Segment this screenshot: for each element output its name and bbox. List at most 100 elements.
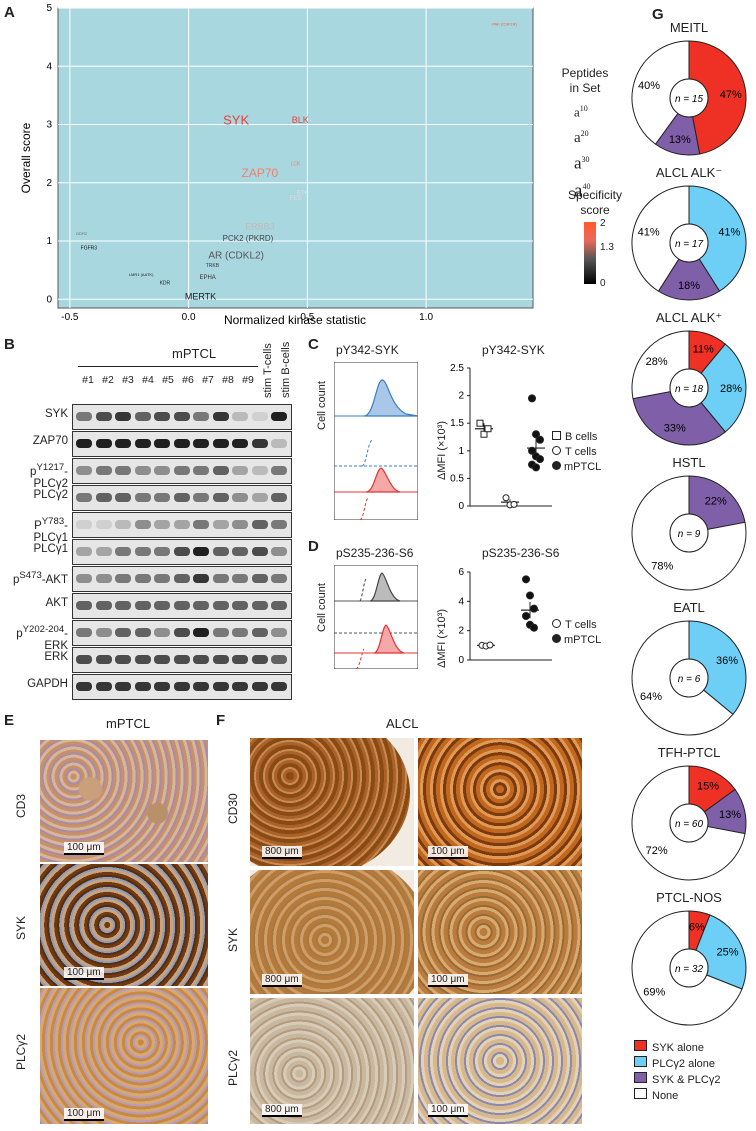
blot-band <box>154 412 170 421</box>
pie-chart: 47% 13% 40% n = 15 <box>631 40 747 156</box>
pie-center <box>669 513 709 553</box>
y-tick-label: 1.5 <box>450 418 464 429</box>
blot-row-label: PLCγ1 <box>33 543 68 555</box>
pie-slice-label: 41% <box>638 226 660 238</box>
y-tick-label: 5 <box>46 3 52 14</box>
scale-bar: 100 μm <box>428 974 468 987</box>
ihc-core-syk <box>250 870 414 994</box>
group-bracket <box>78 366 258 367</box>
blot-band <box>212 439 229 448</box>
pie-title: TFH-PTCL <box>657 745 721 760</box>
data-point <box>476 419 484 427</box>
size-legend-item: a10 <box>574 104 588 120</box>
data-point <box>510 500 518 508</box>
pie-slice-label: 36% <box>716 655 738 667</box>
pie-sample-size: n = 60 <box>675 819 704 830</box>
kinase-point-label: AR (CDKL2) <box>208 250 264 261</box>
pie-chart: 41% 18% 41% n = 17 <box>631 185 747 301</box>
blot-row-label: ZAP70 <box>32 435 68 447</box>
pie-chart: 22% 78% n = 9 <box>631 475 747 591</box>
kinase-point-label: PCK2 (PKRD) <box>223 234 274 243</box>
blot-band <box>76 439 92 448</box>
blot-band <box>95 466 112 475</box>
blot-band <box>134 520 151 529</box>
kinase-point-label: MERTK <box>185 291 216 301</box>
data-point <box>522 575 530 584</box>
pie-title: HSTL <box>672 455 706 470</box>
kinase-point-label: DDR2 <box>76 231 88 236</box>
blot-band <box>115 520 131 529</box>
blot-band <box>212 628 229 637</box>
blot-band <box>115 547 131 556</box>
blot-band <box>251 466 268 475</box>
panel-label-c: C <box>308 336 319 353</box>
ihc-zoom-syk <box>418 870 582 994</box>
pie-slice-label: 33% <box>664 423 686 435</box>
kinase-point-label: ERBB3 <box>245 221 275 231</box>
blot-band <box>76 547 92 556</box>
y-tick-label: 6 <box>458 567 464 578</box>
data-point <box>484 425 492 433</box>
y-tick-label: 2.5 <box>450 363 464 374</box>
blot-row-label: ERK <box>44 651 68 663</box>
y-tick-label: 0 <box>458 501 464 512</box>
pie-sample-size: n = 18 <box>675 384 704 395</box>
lane-label: #7 <box>202 374 214 386</box>
y-tick-label: 2 <box>458 391 464 402</box>
scale-bar: 100 μm <box>64 1108 104 1121</box>
western-blot: SYK ZAP70 pY1217-PLCγ2 PLCγ2 PY783-PLCγ1 PLCγ… <box>0 404 300 704</box>
colorbar-tick: 0 <box>600 278 606 289</box>
blot-band <box>115 439 131 448</box>
blot-band <box>154 547 170 556</box>
blot-band <box>232 439 248 448</box>
blot-band <box>212 682 229 691</box>
blot-band <box>76 520 92 529</box>
blot-band <box>134 493 151 502</box>
blot-strip <box>72 458 292 484</box>
blot-band <box>271 682 287 691</box>
blot-band <box>271 655 287 664</box>
panel-label-b: B <box>4 336 15 353</box>
lane-label: #1 <box>82 374 94 386</box>
size-legend-item: a40 <box>574 180 591 202</box>
blot-row-label: AKT <box>45 597 68 609</box>
kinase-point-label: LMR1 (AATK) <box>129 272 154 277</box>
blot-band <box>232 412 248 421</box>
blot-band <box>134 601 151 610</box>
blot-band <box>251 547 268 556</box>
blot-band <box>232 466 248 475</box>
blot-strip <box>72 485 292 511</box>
data-point <box>528 446 536 455</box>
pie-sample-size: n = 17 <box>675 239 704 250</box>
colorbar-title: Specificity score <box>567 188 623 217</box>
scale-bar: 800 μm <box>262 846 302 859</box>
blot-band <box>193 466 209 475</box>
blot-band <box>173 439 190 448</box>
blot-strip <box>72 593 292 619</box>
blot-strip <box>72 512 292 538</box>
kinase-point-label: PAK (CSF1R) <box>492 21 517 26</box>
data-point <box>536 435 544 444</box>
data-point <box>536 455 544 464</box>
ihc-row-label: SYK <box>226 927 240 952</box>
blot-band <box>251 682 268 691</box>
blot-strip <box>72 431 292 457</box>
scatter-title: pS235-236-S6 <box>482 546 560 560</box>
stim-label: stim B-cells <box>280 341 292 398</box>
blot-band <box>232 655 248 664</box>
blot-band <box>115 682 131 691</box>
pie-legend: SYK alone PLCγ2 alone SYK & PLCγ2 None <box>634 1040 720 1104</box>
blot-strip <box>72 404 292 430</box>
legend-item: SYK alone <box>634 1040 720 1056</box>
blot-band <box>76 655 92 664</box>
blot-band <box>134 574 151 583</box>
ihc-title: mPTCL <box>106 716 151 731</box>
lane-label: #2 <box>102 374 114 386</box>
panel-label-g: G <box>652 6 664 23</box>
blot-row-label: pS473-AKT <box>13 570 68 586</box>
scatter-legend-d: T cells mPTCL <box>552 618 601 648</box>
lane-label: #6 <box>182 374 194 386</box>
ihc-image-syk <box>40 864 208 986</box>
blot-band <box>134 628 151 637</box>
data-point <box>532 430 540 439</box>
